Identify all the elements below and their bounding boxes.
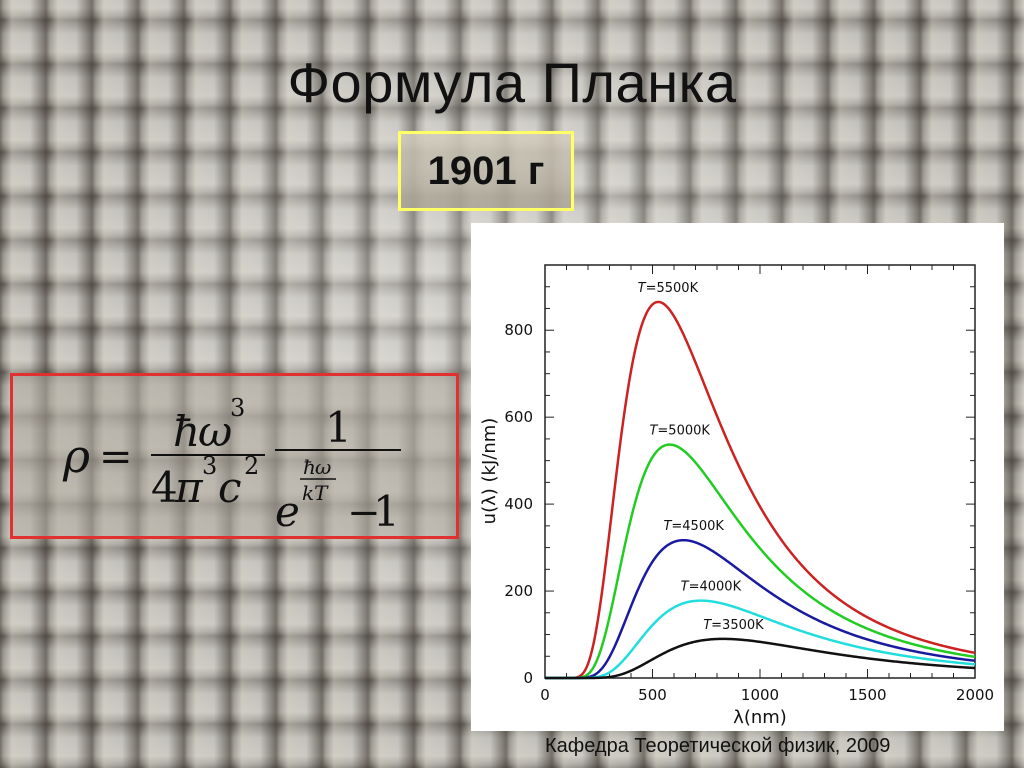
series-label-5000k: T=5000K: [649, 424, 710, 439]
series-label-5500k: T=5500K: [638, 281, 699, 296]
series-label-4000k: T=4000K: [681, 580, 742, 595]
formula-rho: ρ: [62, 429, 90, 483]
slide-title: Формула Планка: [287, 51, 737, 114]
series-line-5500k: [545, 300, 976, 680]
series-line-3500k: [545, 637, 976, 680]
y-axis-label: u(λ) (kJ/nm): [479, 418, 500, 525]
formula-exp-kT: kT: [302, 481, 329, 505]
series-label-3500k: T=3500K: [703, 618, 764, 633]
formula-hbar: ħ: [173, 407, 200, 456]
formula-numerator-one: 1: [325, 403, 352, 452]
formula-e: e: [275, 487, 300, 536]
planck-formula: ρ = ħ ω 3 4 π 3 c 2 1 e ħ ω kT − 1: [62, 394, 401, 536]
formula-equals: =: [99, 434, 133, 480]
x-tick-label: 500: [638, 686, 667, 704]
formula-pi-exponent: 3: [202, 452, 217, 480]
formula-c-exponent: 2: [244, 452, 259, 480]
x-tick-label: 1500: [848, 686, 886, 704]
y-tick-label: 800: [504, 321, 533, 339]
y-tick-label: 200: [504, 582, 533, 600]
formula-minus: −: [347, 490, 381, 536]
series-label-4500k: T=4500K: [663, 519, 724, 534]
formula-exp-omega: ω: [315, 455, 331, 479]
formula-omega-exponent: 3: [230, 394, 245, 422]
formula-denominator-one: 1: [373, 487, 400, 536]
x-axis-label: λ(nm): [733, 707, 787, 728]
year-badge: 1901 г: [398, 131, 574, 211]
series-line-4500k: [545, 538, 976, 680]
x-tick-label: 1000: [741, 686, 779, 704]
series-label-layer: T=5500K T=5000K T=4500K T=4000K T=3500K: [638, 281, 765, 633]
series-line-4000k: [545, 599, 976, 680]
series-line-5000k: [545, 443, 976, 680]
formula-omega: ω: [198, 407, 232, 456]
planck-formula-box: ρ = ħ ω 3 4 π 3 c 2 1 e ħ ω kT − 1: [10, 373, 459, 539]
x-tick-label: 0: [540, 686, 550, 704]
formula-c: c: [218, 463, 242, 512]
y-tick-label: 0: [523, 669, 533, 687]
formula-pi: π: [174, 463, 204, 512]
x-tick-label: 2000: [956, 686, 994, 704]
y-tick-label: 400: [504, 495, 533, 513]
y-tick-label: 600: [504, 408, 533, 426]
chart-panel: 0 500 1000 1500 2000 0 200 400 600 800 T=5500K T=5…: [471, 223, 1004, 731]
year-label: 1901 г: [427, 148, 545, 193]
footer-credit: Кафедра Теоретической физик, 2009: [545, 735, 891, 757]
curve-layer: [545, 300, 976, 680]
formula-four: 4: [151, 463, 178, 512]
tick-layer: 0 500 1000 1500 2000 0 200 400 600 800: [504, 264, 994, 704]
formula-exp-hbar: ħ: [303, 455, 316, 479]
